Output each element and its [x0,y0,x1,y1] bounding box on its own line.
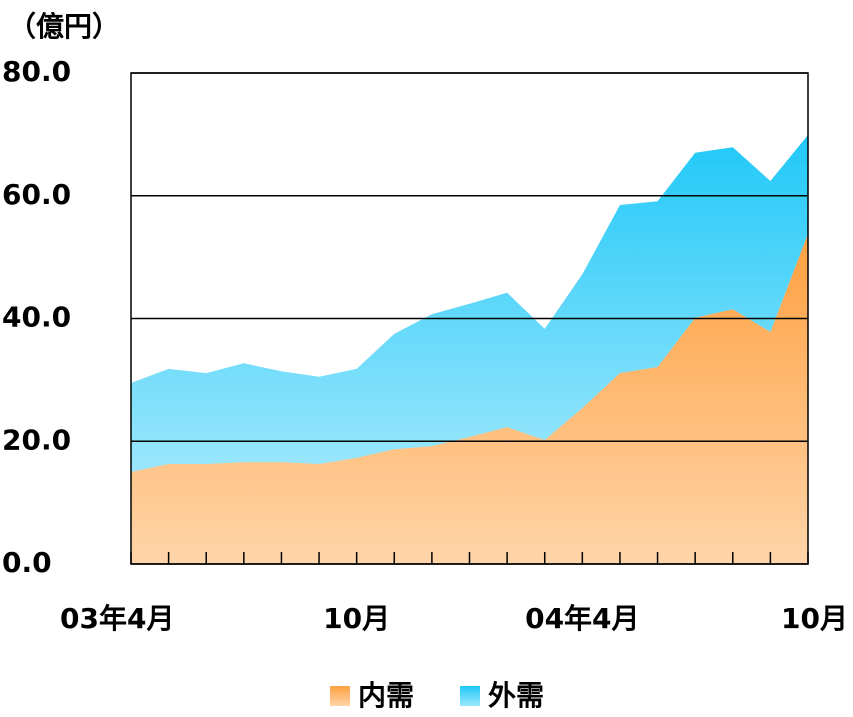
y-tick-label: 40.0 [2,301,71,334]
area [131,134,808,472]
y-tick-label: 80.0 [2,55,71,88]
y-tick-label: 0.0 [2,546,52,579]
x-tick-label: 04年4月 [525,602,639,635]
area [131,233,808,565]
unit-label: （億円） [8,10,120,43]
y-tick-label: 60.0 [2,178,71,211]
legend-label: 外需 [488,679,544,712]
legend-swatch [460,686,480,706]
legend-swatch [330,686,350,706]
x-tick-label: 03年4月 [60,602,174,635]
legend-label: 内需 [358,679,414,712]
x-tick-label: 10月 [781,602,848,635]
y-tick-label: 20.0 [2,423,71,456]
x-tick-label: 10月 [323,602,390,635]
